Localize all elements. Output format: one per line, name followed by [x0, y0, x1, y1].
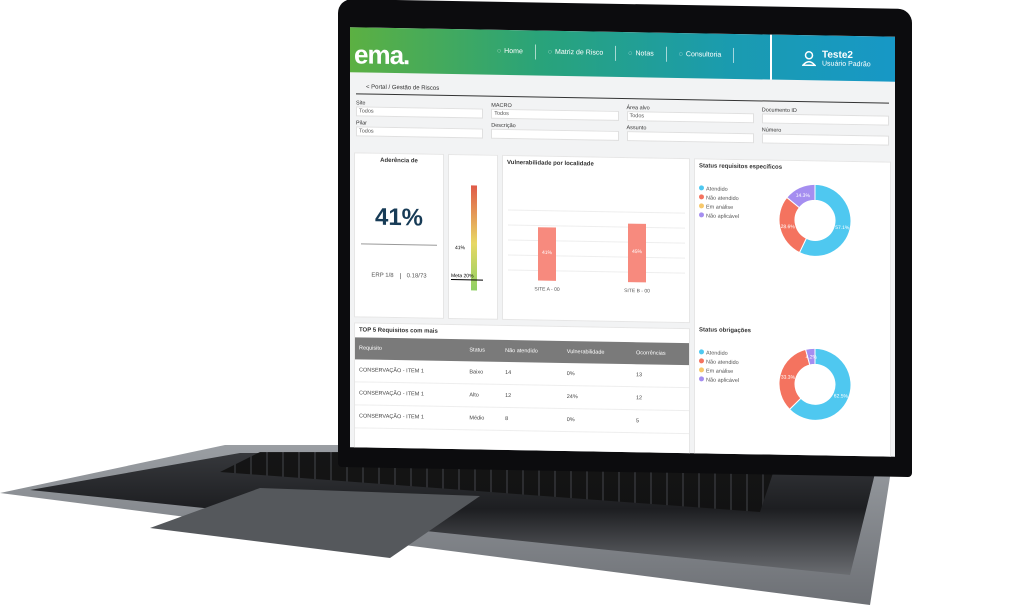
table-cell: 8 [501, 407, 563, 432]
table-cell: CONSERVAÇÃO - ITEM 1 [355, 359, 466, 384]
category-label: SITE A - 00 [534, 286, 560, 292]
top-bar: ema. ◌ Home ◌ Matriz de Risco ◌ Notas ◌ Consult… [350, 27, 895, 82]
filter-value[interactable]: Todos [356, 126, 484, 139]
table-cell: CONSERVAÇÃO - ITEM 1 [355, 404, 466, 430]
column-header[interactable]: Status [465, 339, 502, 362]
table-cell: 12 [631, 386, 689, 411]
gauge-card: 41% Meta 20% [448, 153, 498, 320]
category-label: SITE B - 00 [624, 288, 650, 294]
table-cell: Baixo [465, 361, 502, 385]
nav-label: Consultoria [685, 51, 722, 59]
top5-card: TOP 5 Requisitos com mais Requisito Statu… [354, 322, 690, 457]
filter-value[interactable]: Todos [356, 106, 484, 119]
table-cell: Médio [465, 406, 502, 431]
pie-slice[interactable] [788, 347, 852, 421]
filter-field[interactable]: Descrição [491, 123, 619, 141]
table-cell: CONSERVAÇÃO - ITEM 1 [355, 381, 466, 407]
filter-field[interactable]: Área alvo Todos [626, 105, 754, 124]
lightbulb-icon: ◌ [678, 50, 683, 59]
filter-field[interactable]: Pilar Todos [356, 120, 484, 139]
filter-field[interactable]: MACRO Todos [491, 103, 619, 121]
nav-label: Home [504, 47, 523, 56]
globe-icon: ◌ [547, 48, 553, 56]
bar[interactable] [628, 223, 646, 283]
table-cell: 0% [562, 362, 632, 387]
filter-field[interactable]: Site Todos [356, 100, 484, 119]
user-icon [802, 50, 816, 66]
bar-chart-icon: ◌ [628, 50, 633, 58]
table-cell: 12 [501, 384, 563, 409]
gridline [508, 239, 685, 244]
gridline [508, 209, 685, 214]
bar-label: 45% [632, 249, 643, 255]
pie-slice[interactable] [798, 183, 852, 257]
nav-label: Matriz de Risco [555, 48, 604, 57]
status-req-chart: Atendido Não atendido Em análise Não aplicá… [695, 173, 890, 326]
top5-table: Requisito Status Não atendido Vulnerabilida… [355, 337, 689, 434]
nav-globe[interactable]: ◌ Matriz de Risco [535, 44, 617, 61]
gridline [508, 224, 685, 229]
aderencia-card: Aderência de 41% ERP 1/8 0.18/73 [354, 152, 444, 319]
column-header[interactable]: Vulnerabilidade [562, 340, 632, 365]
table-row[interactable]: CONSERVAÇÃO - ITEM 1 Médio 8 0% 5 [355, 404, 689, 434]
nav-bar-chart[interactable]: ◌ Notas [616, 45, 667, 62]
gridline [508, 254, 685, 259]
table-cell: Alto [465, 383, 502, 408]
slice-label: 28.6% [781, 224, 796, 230]
slice-label: 33.3% [781, 375, 796, 381]
user-role: Usuário Padrão [822, 59, 871, 68]
legend: Atendido Não atendido Em análise Não aplicá… [699, 185, 739, 222]
column-header[interactable]: Não atendido [501, 339, 563, 363]
nav-home[interactable]: ◌ Home [485, 43, 536, 60]
user-name: Teste2 [822, 48, 853, 61]
slice-label: 57.1% [835, 225, 850, 231]
column-header[interactable]: Requisito [355, 337, 466, 362]
screen: ema. ◌ Home ◌ Matriz de Risco ◌ Notas ◌ Consult… [350, 27, 895, 457]
status-obr-chart: Atendido Não atendido Em análise Não aplicá… [695, 337, 890, 456]
filter-value[interactable] [626, 131, 754, 144]
table-cell: 24% [562, 385, 632, 410]
filter-field[interactable]: Assunto [626, 125, 754, 144]
filters: Site Todos MACRO Todos Área alvo Todos Documen… [350, 94, 895, 152]
column-header[interactable]: Ocorrências [631, 342, 689, 366]
slice-label: 14.3% [796, 193, 811, 199]
table-cell: 13 [631, 364, 689, 388]
aderencia-value: 41% [374, 203, 424, 232]
aderencia-title: Aderência de [380, 157, 418, 165]
gauge-meta: Meta 20% [451, 273, 483, 281]
table-cell: 5 [631, 409, 689, 434]
user-menu[interactable]: Teste2 Usuário Padrão [770, 34, 895, 82]
slice-label: 62.5% [834, 393, 849, 399]
filter-value[interactable] [491, 128, 619, 141]
filter-value[interactable]: Todos [491, 108, 619, 121]
filter-value[interactable] [761, 113, 889, 126]
gauge-label: 41% [455, 245, 466, 252]
legend-item[interactable]: Não aplicável [699, 376, 739, 386]
filter-field[interactable]: Documento ID [761, 107, 889, 126]
aderencia-left: ERP 1/8 [371, 272, 394, 280]
vulnerabilidade-card: Vulnerabilidade por localidade 41% SITE A… [502, 154, 690, 324]
logo: ema. [354, 39, 410, 71]
home-icon: ◌ [497, 47, 502, 55]
legend: Atendido Não atendido Em análise Não aplicá… [699, 349, 739, 386]
legend-item[interactable]: Não aplicável [699, 212, 739, 222]
pie-slice[interactable] [804, 347, 816, 366]
table-cell: 14 [501, 361, 563, 386]
bar-chart: 41% SITE A - 00 45% SITE B - 00 [508, 209, 685, 294]
bar[interactable] [538, 227, 556, 281]
pie-slice[interactable] [786, 183, 816, 209]
aderencia-right: 0.18/73 [406, 273, 427, 280]
gridline [508, 269, 685, 274]
filter-field[interactable]: Número [761, 127, 889, 146]
status-card: Status requisitos específicos Atendido Nã… [694, 158, 891, 457]
filter-value[interactable] [761, 133, 889, 146]
filter-value[interactable]: Todos [626, 111, 754, 124]
slice-label: 4.2% [806, 354, 818, 360]
table-cell: 0% [562, 408, 632, 433]
bar-label: 41% [542, 250, 553, 256]
main-nav: ◌ Home ◌ Matriz de Risco ◌ Notas ◌ Consultoria [485, 43, 735, 63]
nav-label: Notas [635, 50, 654, 58]
nav-lightbulb[interactable]: ◌ Consultoria [666, 46, 735, 63]
